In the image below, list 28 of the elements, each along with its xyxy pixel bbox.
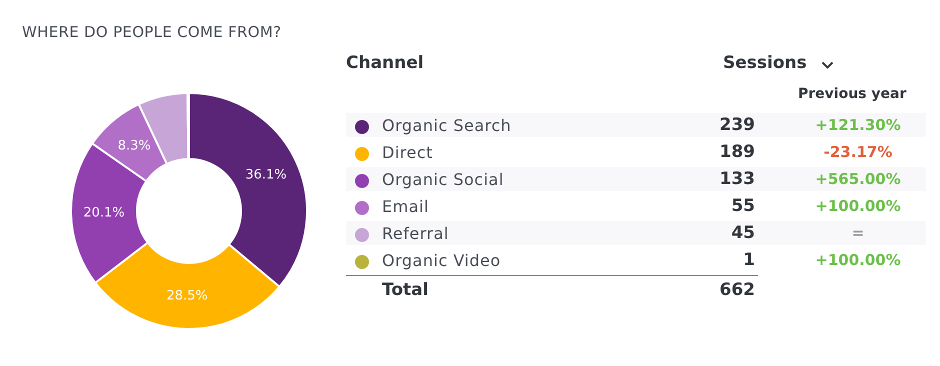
data-label: 36.1%	[245, 168, 287, 183]
legend-label: Organic Video	[382, 251, 501, 270]
text: 239	[720, 115, 755, 135]
text: 133	[720, 169, 755, 189]
text: =	[852, 224, 864, 242]
text: Previous year	[798, 86, 906, 102]
text: +100.00%	[815, 251, 901, 269]
text: +121.30%	[815, 116, 901, 134]
text: -23.17%	[824, 143, 892, 161]
text: Total	[382, 280, 428, 300]
legend-title: Channel	[346, 53, 424, 73]
legend-label: Referral	[382, 224, 449, 243]
text: +565.00%	[815, 170, 901, 188]
text: +100.00%	[815, 197, 901, 215]
text: 55	[731, 196, 755, 216]
legend-label: Organic Social	[382, 170, 504, 189]
data-label: 20.1%	[83, 205, 125, 220]
text: 662	[718, 280, 755, 300]
data-label: 28.5%	[166, 288, 208, 304]
legend-label: Email	[382, 197, 429, 216]
legend-label: Organic Search	[382, 116, 512, 135]
chart-title: WHERE DO PEOPLE COME FROM?	[22, 23, 282, 41]
data-label: 8.3%	[118, 138, 151, 154]
legend-label: Direct	[382, 143, 433, 162]
text: Sessions	[723, 53, 807, 73]
text: 1	[743, 250, 755, 270]
text: 189	[720, 142, 755, 162]
text: 45	[731, 223, 755, 243]
